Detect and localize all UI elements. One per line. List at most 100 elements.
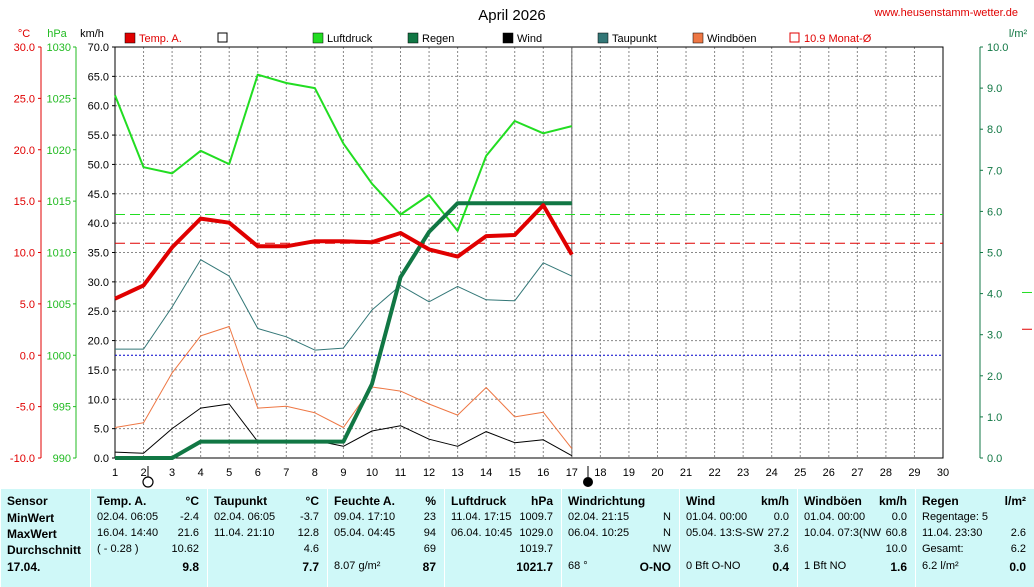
legend-label: Temp. A. — [139, 33, 182, 45]
series-regen — [115, 201, 572, 460]
stats-column: Regen l/m² Regentage: 5 11.04. 23:30 2.6 Gesa… — [915, 489, 1034, 587]
legend-swatch — [789, 32, 800, 43]
stats-cell: 1021.7 — [445, 560, 561, 576]
row-label: MaxWert — [7, 527, 57, 541]
cell-value: 1009.7 — [519, 511, 553, 523]
stats-cell: 11.04. 17:15 1009.7 — [445, 511, 561, 527]
temp-axis-unit: °C — [18, 28, 30, 40]
wind-tick-label: 40.0 — [88, 218, 109, 230]
stats-header: Windrichtung — [562, 494, 679, 510]
press-tick-label: 995 — [53, 402, 71, 414]
stats-cell: 8.07 g/m² 87 — [328, 560, 444, 576]
x-tick-label: 18 — [594, 467, 606, 479]
rain-tick-label: 2.0 — [987, 371, 1002, 383]
cell-value: 1021.7 — [516, 560, 553, 574]
cell-text: 11.04. 17:15 — [451, 511, 512, 523]
legend-swatch — [312, 32, 324, 44]
stats-header: Luftdruck hPa — [445, 494, 561, 510]
press-tick-label: 1005 — [47, 299, 71, 311]
stats-cell: 16.04. 14:40 21.6 — [91, 527, 207, 543]
stats-cell: 4.6 — [208, 543, 327, 559]
stats-cell: 68 ° O-NO — [562, 560, 679, 576]
wind-tick-label: 10.0 — [88, 394, 109, 406]
wind-tick-label: 65.0 — [88, 71, 109, 83]
cell-value: NW — [652, 543, 671, 555]
cell-value: 27.2 — [767, 527, 789, 539]
x-tick-label: 23 — [737, 467, 749, 479]
stats-column: Temp. A. °C 02.04. 06:05 -2.4 16.04. 14:40 21… — [90, 489, 207, 587]
x-tick-label: 4 — [198, 467, 204, 479]
stats-cell: 05.04. 13:S-SW 27.2 — [680, 527, 797, 543]
site-link[interactable]: www.heusenstamm-wetter.de — [873, 7, 1018, 19]
press-tick-label: 990 — [53, 453, 71, 465]
col-unit: °C — [305, 494, 319, 508]
series-taupunkt — [115, 259, 573, 351]
wind-tick-label: 35.0 — [88, 248, 109, 260]
row-label: MinWert — [7, 511, 55, 525]
cell-value: 4.6 — [303, 543, 319, 555]
stats-table: Sensor MinWert MaxWert Durchschnitt 17.04. Te… — [0, 489, 1034, 587]
cell-text: 0 Bft O-NO — [686, 560, 741, 572]
press-tick-label: 1000 — [47, 350, 71, 362]
row-label: 17.04. — [7, 560, 41, 574]
legend-swatch — [124, 32, 136, 44]
press-tick-label: 1020 — [47, 145, 71, 157]
cell-text: 06.04. 10:45 — [451, 527, 513, 539]
legend-swatch — [692, 32, 704, 44]
weather-chart: April 2026 www.heusenstamm-wetter.de °C … — [10, 7, 1032, 488]
cell-value: 9.8 — [182, 560, 199, 574]
x-tick-label: 28 — [880, 467, 892, 479]
x-tick-label: 30 — [937, 467, 949, 479]
temp-tick-label: -10.0 — [10, 453, 35, 465]
col-unit: % — [425, 494, 436, 508]
legend-label: Taupunkt — [612, 33, 657, 45]
cell-text: 16.04. 14:40 — [97, 527, 159, 539]
stats-cell: 05.04. 04:45 94 — [328, 527, 444, 543]
col-title: Regen — [922, 494, 959, 508]
cell-value: 0.0 — [1009, 560, 1026, 574]
col-title: Feuchte A. — [334, 494, 395, 508]
row-label: Durchschnitt — [7, 543, 82, 557]
cell-value: 21.6 — [177, 527, 199, 539]
wind-tick-label: 50.0 — [88, 159, 109, 171]
x-tick-label: 21 — [680, 467, 692, 479]
series-wind — [114, 403, 573, 457]
x-tick-label: 24 — [766, 467, 778, 479]
legend-label: Wind — [517, 33, 542, 45]
cell-text: 01.04. 00:00 — [804, 511, 866, 523]
cell-value: 12.8 — [297, 527, 319, 539]
press-tick-label: 1015 — [47, 196, 71, 208]
stats-row-label: 17.04. — [1, 560, 90, 576]
rain-tick-label: 4.0 — [987, 289, 1002, 301]
stats-cell: 10.04. 07:3(NW 60.8 — [798, 527, 915, 543]
stats-cell: 10.0 — [798, 543, 915, 559]
legend-label: 10.9 Monat-Ø — [804, 33, 872, 45]
col-unit: hPa — [530, 494, 553, 508]
temp-tick-label: 0.0 — [20, 350, 35, 362]
stats-header: Wind km/h — [680, 494, 797, 510]
legend-label: Luftdruck — [327, 33, 373, 45]
series-lines — [114, 73, 574, 460]
cell-text: 11.04. 21:10 — [214, 527, 275, 539]
stats-cell: 02.04. 21:15 N — [562, 511, 679, 527]
stats-cell: 01.04. 00:00 0.0 — [798, 511, 915, 527]
rain-tick-label: 3.0 — [987, 330, 1002, 342]
legend-swatch — [502, 32, 514, 44]
cell-text: 01.04. 00:00 — [686, 511, 748, 523]
stats-cell: 0 Bft O-NO 0.4 — [680, 560, 797, 576]
legend-swatch — [597, 32, 609, 44]
rain-tick-label: 5.0 — [987, 248, 1002, 260]
cell-value: 69 — [423, 543, 436, 555]
x-tick-label: 13 — [451, 467, 463, 479]
stats-cell: 09.04. 17:10 23 — [328, 511, 444, 527]
cell-value: 0.0 — [891, 511, 907, 523]
cell-text: Regentage: 5 — [922, 511, 989, 523]
stats-header: Taupunkt °C — [208, 494, 327, 510]
reference-lines — [115, 213, 1032, 356]
stats-cell: NW — [562, 543, 679, 559]
day-markers — [142, 466, 593, 488]
series-windb-en — [114, 326, 573, 449]
col-title: Temp. A. — [97, 494, 147, 508]
wind-tick-label: 30.0 — [88, 277, 109, 289]
cell-text: 68 ° — [568, 560, 588, 572]
